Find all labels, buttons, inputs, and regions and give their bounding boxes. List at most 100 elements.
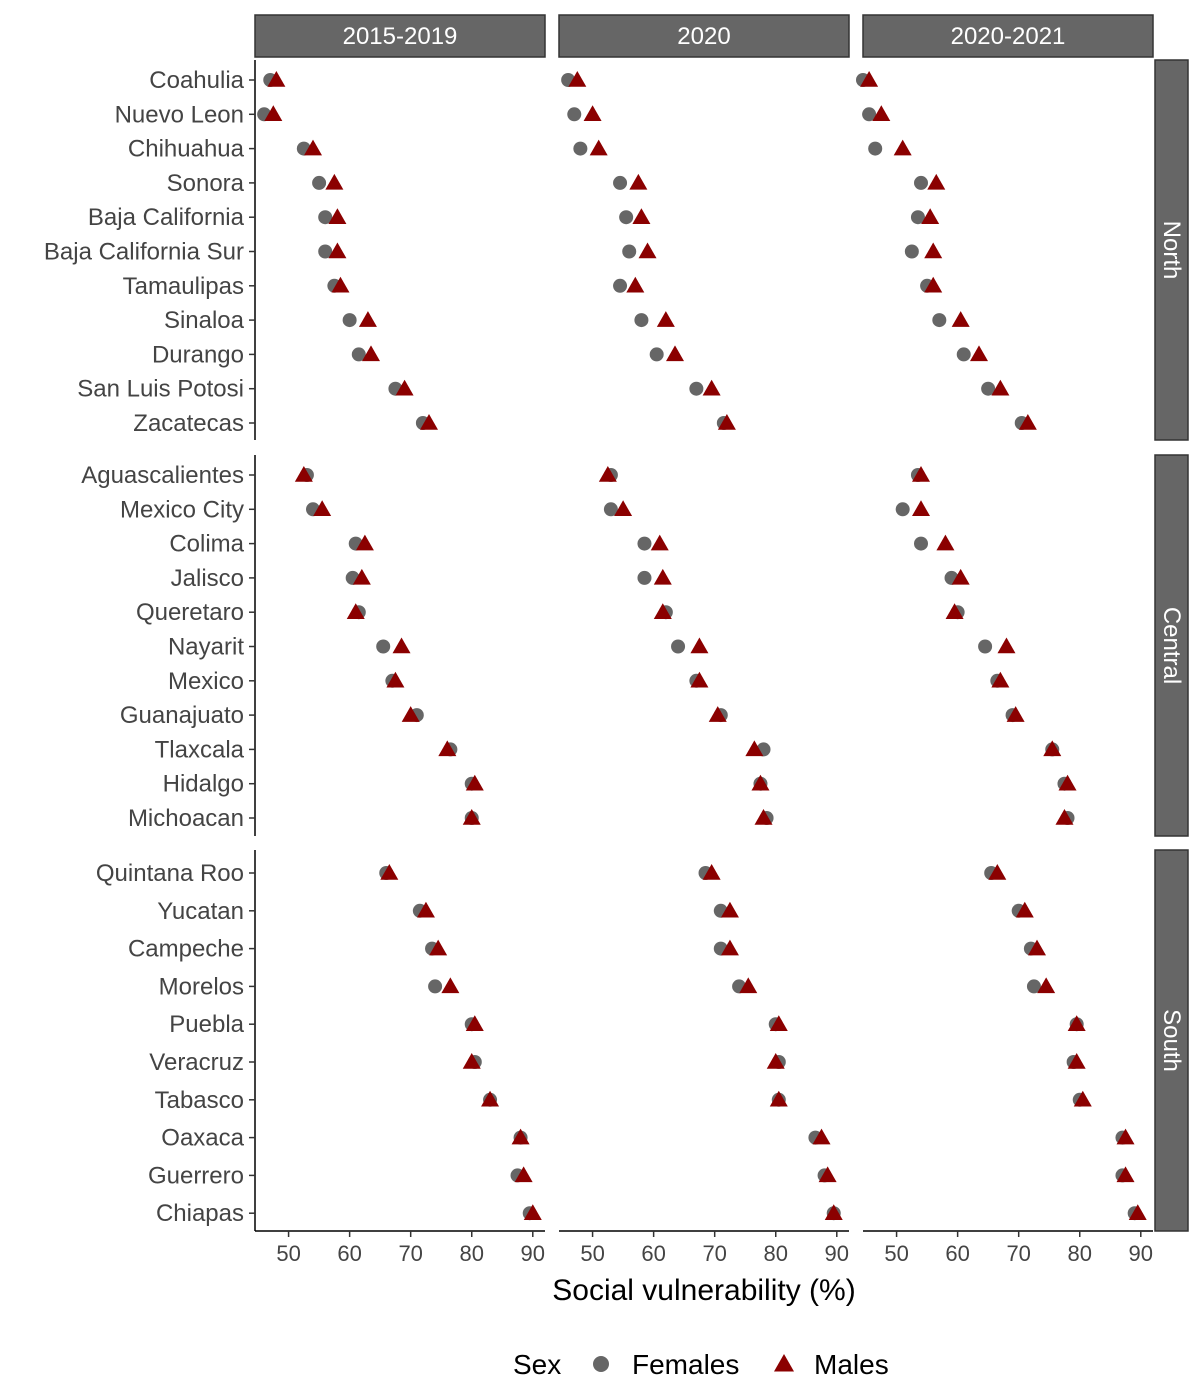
state-label: Baja California Sur [44, 239, 244, 266]
male-point [1028, 939, 1046, 956]
male-point [769, 1015, 788, 1031]
x-tick-label: 90 [521, 1241, 545, 1266]
male-point [1015, 901, 1034, 918]
female-point [637, 536, 652, 551]
male-point [416, 901, 435, 918]
male-point [568, 71, 587, 87]
male-point [380, 864, 399, 880]
legend-label-males: Males [814, 1349, 889, 1376]
male-point [924, 276, 943, 293]
state-label: Chiapas [156, 1200, 244, 1227]
male-point [598, 466, 617, 482]
female-point [671, 639, 686, 654]
state-label: Tamaulipas [123, 273, 244, 300]
male-point [720, 939, 739, 956]
male-point [653, 568, 672, 585]
male-point [294, 466, 313, 482]
male-point [1116, 1166, 1135, 1183]
male-point [1043, 740, 1062, 757]
male-point [951, 568, 970, 585]
female-point [351, 347, 366, 362]
male-point [331, 276, 350, 293]
male-point [614, 500, 633, 517]
male-point [462, 809, 481, 825]
facet-strip-label: 2015-2019 [343, 23, 458, 50]
female-point [318, 244, 333, 259]
state-label: Oaxaca [161, 1125, 244, 1152]
facet-strip-label: 2020-2021 [951, 23, 1066, 50]
female-point [376, 639, 391, 654]
region-strip-label: North [1158, 221, 1185, 280]
male-point [860, 71, 879, 87]
female-point [567, 107, 582, 122]
female-point [904, 244, 919, 259]
state-label: Michoacan [128, 805, 244, 832]
facet-strip-2020 [558, 14, 850, 58]
female-point [981, 381, 996, 396]
female-point [622, 244, 637, 259]
state-label: Hidalgo [163, 771, 244, 798]
male-point [653, 603, 672, 619]
facet-strip-2020-2021 [862, 14, 1154, 58]
male-point [739, 977, 758, 994]
male-point [583, 105, 602, 122]
male-point [465, 774, 484, 791]
male-point [401, 706, 420, 722]
state-label: Colima [169, 531, 244, 558]
male-point [267, 71, 286, 87]
male-point [355, 534, 374, 551]
male-point [481, 1090, 500, 1107]
male-point [438, 740, 457, 757]
female-point [978, 639, 993, 654]
female-point [634, 313, 649, 328]
male-point [328, 242, 347, 259]
female-point [868, 141, 883, 156]
male-point [638, 242, 657, 259]
male-point [936, 534, 955, 551]
male-point [1055, 809, 1074, 825]
male-point [346, 603, 365, 619]
legend-label-females: Females [632, 1349, 739, 1376]
female-point [573, 141, 588, 156]
region-strip-central [1154, 454, 1189, 837]
male-point [626, 276, 645, 293]
female-point [956, 347, 971, 362]
male-point [362, 345, 380, 362]
x-tick-label: 50 [580, 1241, 604, 1266]
male-point [751, 774, 770, 791]
male-point [441, 977, 460, 994]
state-label: San Luis Potosi [77, 376, 244, 403]
state-label: Tlaxcala [155, 736, 245, 763]
male-point [629, 173, 648, 190]
female-point [428, 979, 443, 994]
state-label: Zacatecas [133, 410, 244, 437]
male-point [997, 637, 1016, 654]
male-point [754, 809, 773, 825]
region-strip-north [1154, 59, 1189, 441]
male-point [386, 671, 405, 688]
state-label: Jalisco [171, 565, 244, 592]
state-label: Veracruz [149, 1049, 244, 1076]
x-tick-label: 80 [459, 1241, 483, 1266]
male-point [264, 105, 283, 122]
x-tick-label: 60 [337, 1241, 361, 1266]
x-tick-label: 50 [276, 1241, 300, 1266]
female-point [649, 347, 664, 362]
state-label: Mexico [168, 668, 244, 695]
male-point [632, 208, 651, 224]
male-point [720, 901, 739, 918]
x-tick-label: 70 [1006, 1241, 1030, 1266]
male-point [1116, 1128, 1135, 1145]
male-point [1128, 1204, 1147, 1220]
male-point [1058, 774, 1077, 791]
state-label: Tabasco [155, 1087, 244, 1114]
male-point [812, 1128, 831, 1145]
male-point [1006, 706, 1025, 722]
male-point [392, 637, 411, 654]
state-label: Coahulia [149, 67, 244, 94]
state-label: Puebla [169, 1011, 244, 1038]
x-tick-label: 90 [1129, 1241, 1153, 1266]
x-tick-label: 90 [825, 1241, 849, 1266]
male-point [514, 1166, 533, 1183]
